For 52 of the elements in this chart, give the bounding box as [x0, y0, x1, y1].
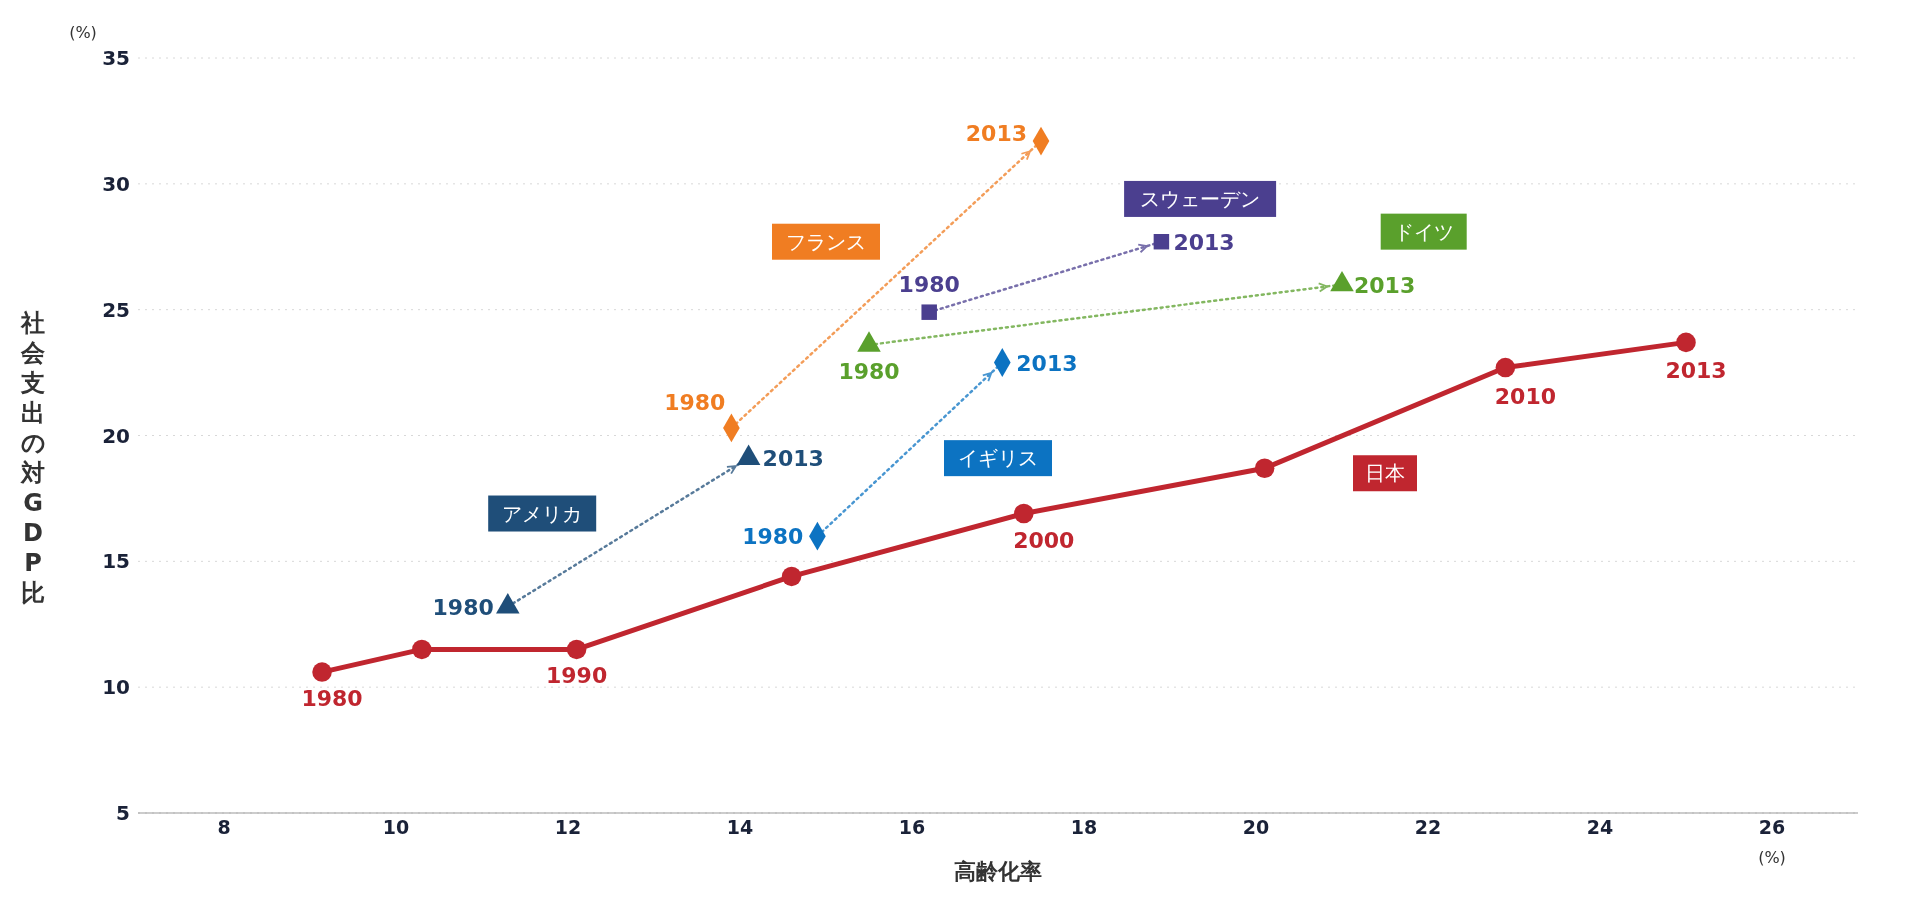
annotation: 2013: [1665, 358, 1727, 384]
y-tick-label: 20: [102, 423, 130, 448]
point: [312, 662, 332, 682]
annotation: 2013: [965, 121, 1027, 147]
annotation: 2010: [1494, 383, 1557, 409]
annotation: 1990: [545, 663, 608, 689]
annotation: 2013: [762, 446, 824, 472]
x-axis-title: 高齢化率: [954, 859, 1042, 884]
y-tick-label: 10: [102, 675, 130, 700]
text: (%): [1758, 848, 1786, 867]
series-label: 日本: [1365, 461, 1405, 486]
annotation: 1980: [838, 358, 900, 384]
text: (%): [69, 23, 97, 42]
x-tick-label: 20: [1242, 816, 1270, 839]
text: ドイツ: [1393, 219, 1454, 244]
series-label: スウェーデン: [1140, 186, 1261, 211]
y-tick-label: 35: [102, 46, 130, 71]
annotation: 1980: [898, 272, 960, 298]
x-tick-label: 26: [1758, 816, 1786, 839]
y-tick-label: 15: [102, 549, 130, 574]
annotation: 1980: [432, 594, 494, 620]
point: [1495, 357, 1516, 378]
point: [921, 304, 937, 320]
x-tick-label: 8: [217, 816, 231, 839]
x-tick-label: 24: [1586, 816, 1614, 839]
x-tick-label: 14: [726, 816, 754, 839]
point: [781, 566, 802, 587]
x-tick-label: 18: [1070, 816, 1098, 839]
point: [1014, 503, 1034, 524]
y-tick-label: 30: [102, 171, 130, 196]
point: [566, 639, 587, 660]
y-tick-label: 25: [102, 297, 130, 322]
annotation: 1980: [664, 389, 726, 415]
point: [1153, 233, 1170, 250]
text: フランス: [786, 229, 866, 254]
annotation: 2000: [1013, 527, 1075, 553]
annotation: 2013: [1354, 272, 1416, 298]
x-tick-label: 22: [1414, 816, 1442, 839]
point: [412, 639, 432, 660]
text: アメリカ: [502, 501, 583, 526]
annotation: 2013: [1173, 229, 1235, 255]
annotation: 1980: [301, 686, 363, 712]
x-tick-label: 10: [382, 816, 410, 839]
annotation: 1980: [742, 524, 804, 550]
annotation: 2013: [1016, 350, 1078, 376]
text: 社会支出の対GDP比: [20, 309, 46, 607]
x-tick-label: 12: [554, 816, 582, 839]
text: イギリス: [958, 446, 1038, 471]
point: [1254, 458, 1275, 478]
point: [1676, 332, 1696, 353]
y-tick-label: 5: [116, 801, 130, 826]
x-tick-label: 16: [898, 816, 926, 839]
